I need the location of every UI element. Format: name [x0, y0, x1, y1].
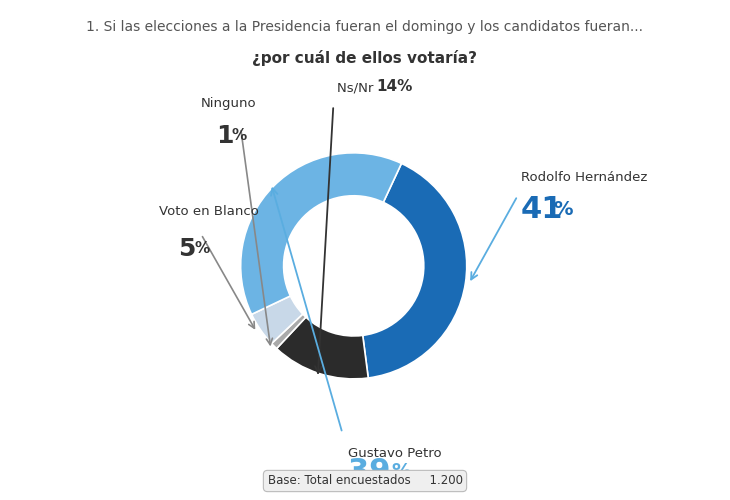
Text: %: %: [194, 242, 210, 256]
Text: ¿por cuál de ellos votaría?: ¿por cuál de ellos votaría?: [253, 50, 477, 66]
Text: 41: 41: [521, 195, 564, 224]
Wedge shape: [272, 314, 306, 348]
Text: Base: Total encuestados     1.200: Base: Total encuestados 1.200: [267, 474, 463, 488]
Text: %: %: [391, 462, 410, 481]
Text: %: %: [231, 128, 247, 144]
Text: 5: 5: [178, 237, 196, 261]
Text: Gustavo Petro: Gustavo Petro: [348, 446, 442, 460]
Wedge shape: [363, 164, 466, 378]
Text: Voto en Blanco: Voto en Blanco: [159, 206, 259, 218]
Text: Ninguno: Ninguno: [201, 97, 257, 110]
Wedge shape: [241, 153, 402, 314]
Text: Ns/Nr: Ns/Nr: [337, 81, 377, 94]
Text: %: %: [554, 200, 573, 219]
Wedge shape: [252, 296, 303, 344]
Text: 39: 39: [348, 457, 391, 486]
Text: 1: 1: [216, 124, 234, 148]
Text: 1. Si las elecciones a la Presidencia fueran el domingo y los candidatos fueran.: 1. Si las elecciones a la Presidencia fu…: [86, 20, 644, 34]
Text: 14%: 14%: [376, 79, 412, 94]
Text: Rodolfo Hernández: Rodolfo Hernández: [521, 172, 648, 184]
Wedge shape: [277, 317, 368, 379]
